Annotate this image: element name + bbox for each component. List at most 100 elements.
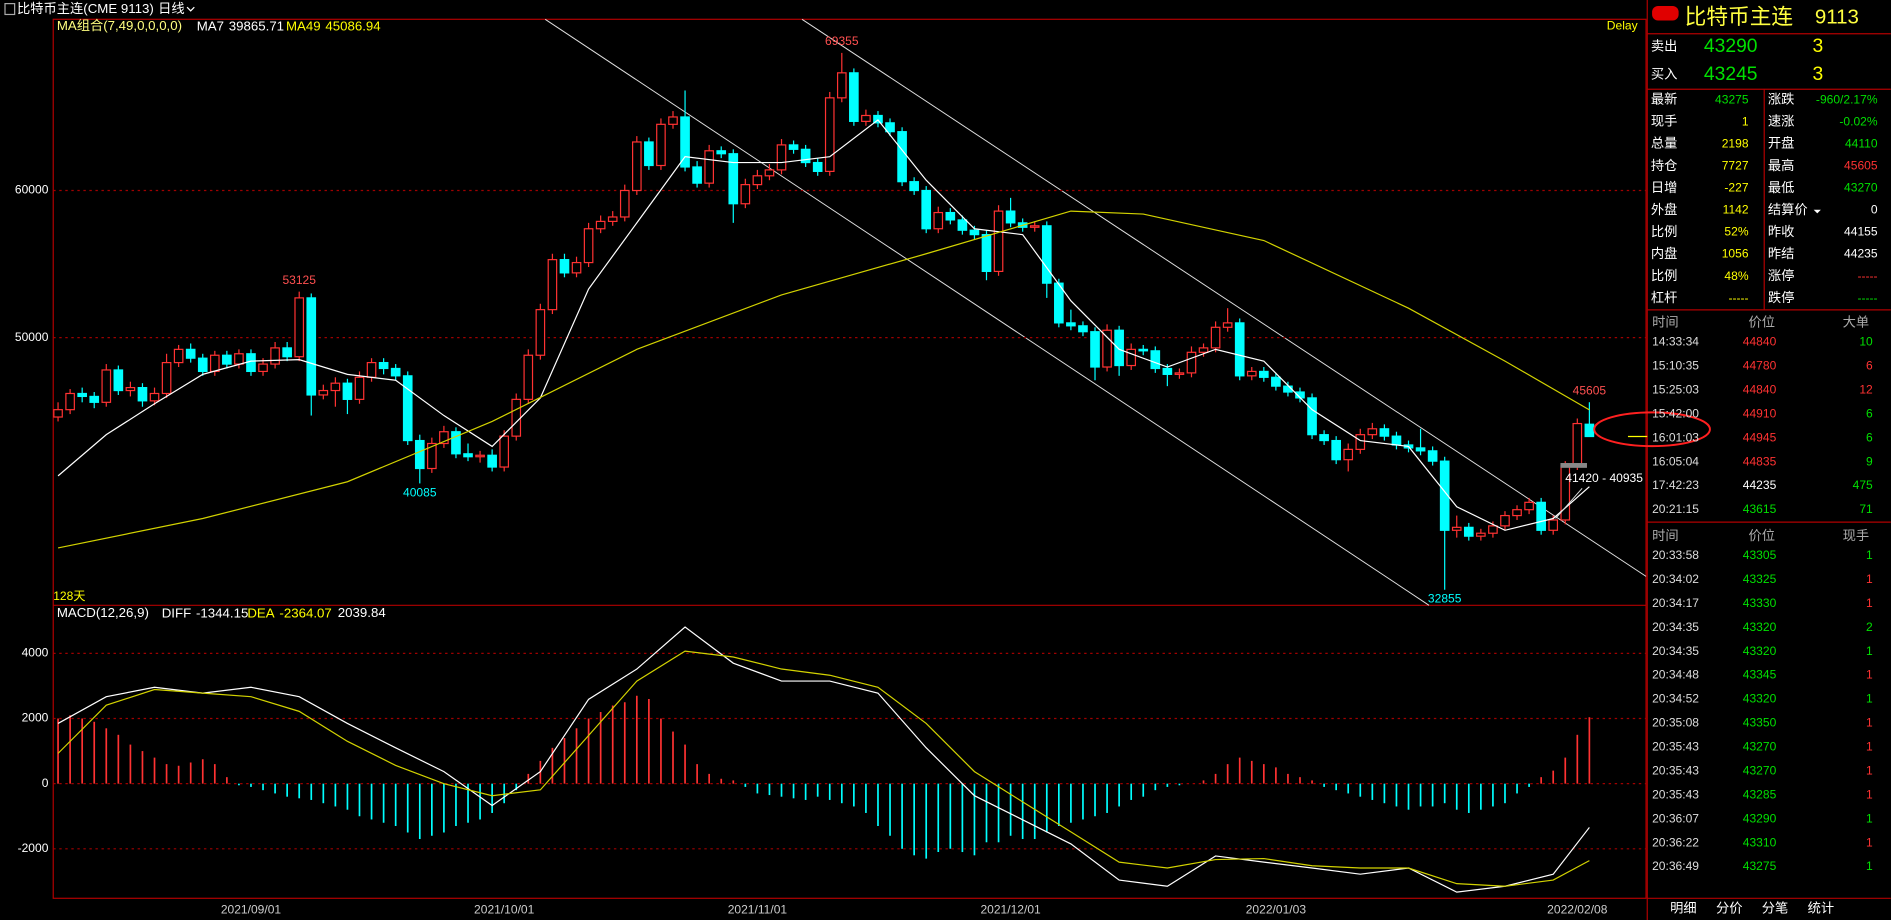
stat-label: 日增: [1651, 180, 1678, 195]
tick-volume: 1: [1866, 716, 1873, 730]
ask-price: 43290: [1704, 36, 1758, 57]
candle-body: [137, 387, 148, 402]
tick-price: 43320: [1743, 692, 1777, 706]
panel-tab[interactable]: 明细: [1670, 901, 1697, 916]
period-selector[interactable]: 日线: [158, 1, 185, 16]
bid-price: 43245: [1704, 64, 1758, 85]
tick-volume: 1: [1866, 572, 1873, 586]
candle-body: [270, 347, 280, 365]
tick-volume: 1: [1866, 740, 1873, 754]
candle-body: [149, 392, 160, 402]
bar-count: 128天: [53, 589, 85, 603]
x-tick-label: 2022/02/08: [1547, 903, 1608, 917]
tick-volume: 2: [1866, 620, 1873, 634]
dropdown-arrow: [1813, 209, 1821, 214]
candle-body: [1174, 372, 1185, 375]
stat-value: -----: [1857, 291, 1877, 305]
stat-value: 1056: [1722, 247, 1749, 261]
stat-label: 外盘: [1651, 201, 1678, 217]
candle-body: [776, 144, 787, 171]
ask-qty: 3: [1812, 36, 1823, 57]
panel-tab[interactable]: 分价: [1716, 901, 1743, 916]
stat-label: 现手: [1651, 114, 1678, 129]
panel-tab[interactable]: 统计: [1808, 901, 1835, 916]
candle-body: [1005, 210, 1016, 224]
tick-price: 43270: [1743, 763, 1777, 777]
x-tick-label: 2021/10/01: [474, 903, 535, 917]
stat-value: 48%: [1724, 269, 1748, 283]
candle-body: [1367, 428, 1378, 436]
candle-body: [1463, 526, 1474, 537]
candle-body: [1500, 514, 1510, 527]
candle-body: [1319, 434, 1329, 442]
trend-line[interactable]: [801, 18, 1647, 577]
x-tick-label: 2022/01/03: [1246, 903, 1307, 917]
candle-body: [282, 347, 292, 358]
candle-body: [680, 116, 690, 168]
ma-indicator[interactable]: MA组合(7,49,0,0,0,0): [57, 18, 182, 33]
candle-body: [390, 367, 401, 377]
big-order-time: 15:25:03: [1652, 382, 1699, 396]
stat-value: 52%: [1724, 225, 1748, 239]
big-order-time: 20:21:15: [1652, 502, 1699, 516]
y-tick-label: -2000: [18, 841, 49, 855]
candle-body: [704, 150, 714, 184]
bid-qty: 3: [1812, 64, 1823, 85]
column-header: 价位: [1749, 315, 1776, 330]
trend-line[interactable]: [544, 18, 1430, 606]
tick-time: 20:35:43: [1652, 763, 1699, 777]
stat-label: 结算价: [1768, 202, 1808, 217]
tick-price: 43325: [1743, 572, 1777, 586]
candle-body: [101, 369, 112, 403]
badge: [1652, 6, 1679, 21]
candle-body: [378, 361, 389, 370]
tick-time: 20:36:07: [1652, 811, 1699, 825]
stat-label: 持仓: [1651, 158, 1678, 173]
candle-body: [1331, 439, 1341, 461]
stat-value: 1142: [1723, 203, 1749, 217]
candle-body: [294, 297, 305, 358]
big-order-time: 15:42:00: [1652, 406, 1699, 420]
candle-body: [1524, 501, 1534, 511]
ma7-legend: MA7 39865.71: [197, 18, 284, 33]
candle-body: [1584, 423, 1595, 438]
big-order-time: 15:10:35: [1652, 359, 1699, 373]
macd-title[interactable]: MACD(12,26,9): [57, 605, 149, 620]
tick-price: 43310: [1743, 835, 1777, 849]
candle-body: [595, 220, 606, 230]
column-header: 价位: [1749, 528, 1776, 543]
tick-price: 43305: [1743, 548, 1777, 562]
macd-line: [57, 650, 1590, 887]
candle-body: [1451, 526, 1462, 531]
candle-body: [439, 431, 449, 445]
candle-body: [969, 229, 980, 236]
candle-body: [342, 382, 353, 400]
candle-body: [716, 150, 727, 155]
dea-value: -2364.07: [279, 605, 331, 620]
panel-tab[interactable]: 分笔: [1762, 901, 1789, 916]
stat-value: -----: [1728, 291, 1748, 305]
candle-body: [861, 114, 871, 122]
tick-time: 20:36:49: [1652, 859, 1699, 873]
candle-body: [1391, 435, 1402, 446]
big-order-price: 44910: [1743, 406, 1777, 420]
candle-body: [1102, 329, 1112, 368]
column-header: 时间: [1652, 528, 1679, 543]
candle-body: [1198, 347, 1209, 353]
candle-body: [849, 72, 859, 122]
candle-body: [197, 357, 208, 373]
stat-label: 昨结: [1768, 246, 1795, 261]
candle-body: [1041, 225, 1052, 284]
candle-body: [1162, 367, 1173, 375]
tick-time: 20:34:02: [1652, 572, 1699, 586]
candle-body: [499, 435, 510, 468]
stat-value: -227: [1724, 181, 1748, 195]
candle-body: [764, 169, 775, 177]
candle-body: [1512, 509, 1522, 517]
stat-label: 最高: [1768, 157, 1795, 173]
stat-label: 涨停: [1768, 267, 1795, 283]
candle-body: [1126, 348, 1137, 367]
